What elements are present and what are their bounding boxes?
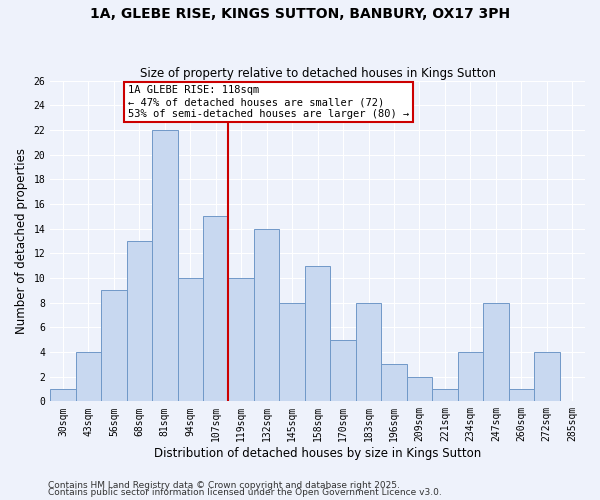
Bar bbox=[356, 302, 381, 402]
Bar bbox=[381, 364, 407, 402]
X-axis label: Distribution of detached houses by size in Kings Sutton: Distribution of detached houses by size … bbox=[154, 447, 481, 460]
Bar bbox=[101, 290, 127, 402]
Text: Contains public sector information licensed under the Open Government Licence v3: Contains public sector information licen… bbox=[48, 488, 442, 497]
Bar bbox=[152, 130, 178, 402]
Bar bbox=[331, 340, 356, 402]
Bar bbox=[534, 352, 560, 402]
Bar bbox=[50, 389, 76, 402]
Bar bbox=[127, 241, 152, 402]
Bar bbox=[280, 302, 305, 402]
Title: Size of property relative to detached houses in Kings Sutton: Size of property relative to detached ho… bbox=[140, 66, 496, 80]
Bar bbox=[178, 278, 203, 402]
Text: 1A GLEBE RISE: 118sqm
← 47% of detached houses are smaller (72)
53% of semi-deta: 1A GLEBE RISE: 118sqm ← 47% of detached … bbox=[128, 86, 409, 118]
Bar bbox=[407, 376, 432, 402]
Bar bbox=[432, 389, 458, 402]
Bar bbox=[76, 352, 101, 402]
Bar bbox=[229, 278, 254, 402]
Bar bbox=[203, 216, 229, 402]
Bar bbox=[509, 389, 534, 402]
Bar bbox=[483, 302, 509, 402]
Bar bbox=[305, 266, 331, 402]
Text: 1A, GLEBE RISE, KINGS SUTTON, BANBURY, OX17 3PH: 1A, GLEBE RISE, KINGS SUTTON, BANBURY, O… bbox=[90, 8, 510, 22]
Y-axis label: Number of detached properties: Number of detached properties bbox=[15, 148, 28, 334]
Bar bbox=[458, 352, 483, 402]
Text: Contains HM Land Registry data © Crown copyright and database right 2025.: Contains HM Land Registry data © Crown c… bbox=[48, 480, 400, 490]
Bar bbox=[254, 228, 280, 402]
